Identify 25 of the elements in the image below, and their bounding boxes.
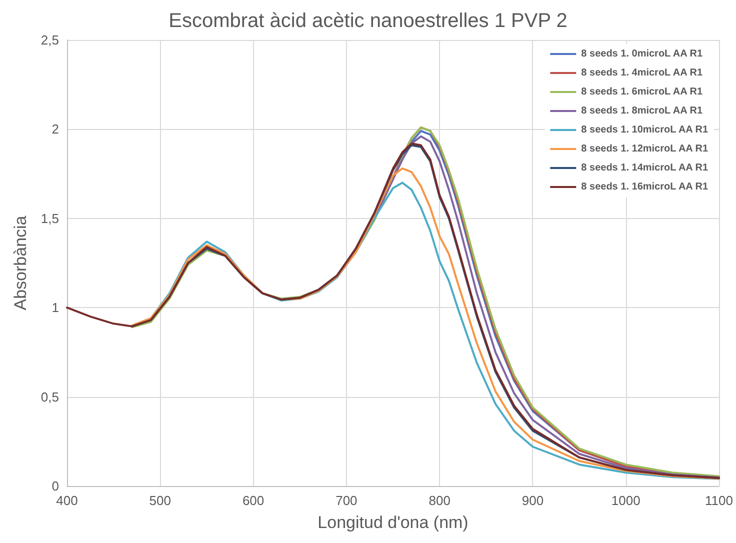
y-tick-label: 2 <box>52 122 59 137</box>
legend-label: 8 seeds 1. 4microL AA R1 <box>581 68 703 78</box>
y-tick-label: 0 <box>52 478 59 494</box>
legend-label: 8 seeds 1. 0microL AA R1 <box>581 48 703 60</box>
x-tick-label: 1100 <box>705 493 734 508</box>
x-tick-label: 1000 <box>611 493 640 508</box>
legend-label: 8 seeds 1. 8microL AA R1 <box>581 106 703 116</box>
x-tick-label: 400 <box>56 493 78 508</box>
legend-label: 8 seeds 1. 6microL AA R1 <box>581 86 703 98</box>
legend-label: 8 seeds 1. 16microL AA R1 <box>581 182 709 192</box>
x-tick-label: 900 <box>522 493 544 508</box>
legend-label: 8 seeds 1. 10microL AA R1 <box>581 124 709 136</box>
x-tick-label: 800 <box>428 493 450 508</box>
x-tick-label: 700 <box>336 493 358 508</box>
chart-title: Escombrat àcid acètic nanoestrelles 1 PVP 2 <box>168 10 568 32</box>
x-tick-label: 500 <box>149 493 171 508</box>
x-tick-label: 600 <box>242 493 264 508</box>
x-axis-title: Longitud d'ona (nm) <box>318 513 468 532</box>
y-axis-title: Absorbància <box>11 215 30 310</box>
y-tick-label: 2,5 <box>40 32 59 48</box>
y-tick-label: 1,5 <box>40 210 59 226</box>
y-tick-label: 1 <box>52 300 59 316</box>
legend-label: 8 seeds 1. 14microL AA R1 <box>581 162 709 174</box>
y-tick-label: 0,5 <box>40 389 59 404</box>
legend-label: 8 seeds 1. 12microL AA R1 <box>581 144 709 154</box>
